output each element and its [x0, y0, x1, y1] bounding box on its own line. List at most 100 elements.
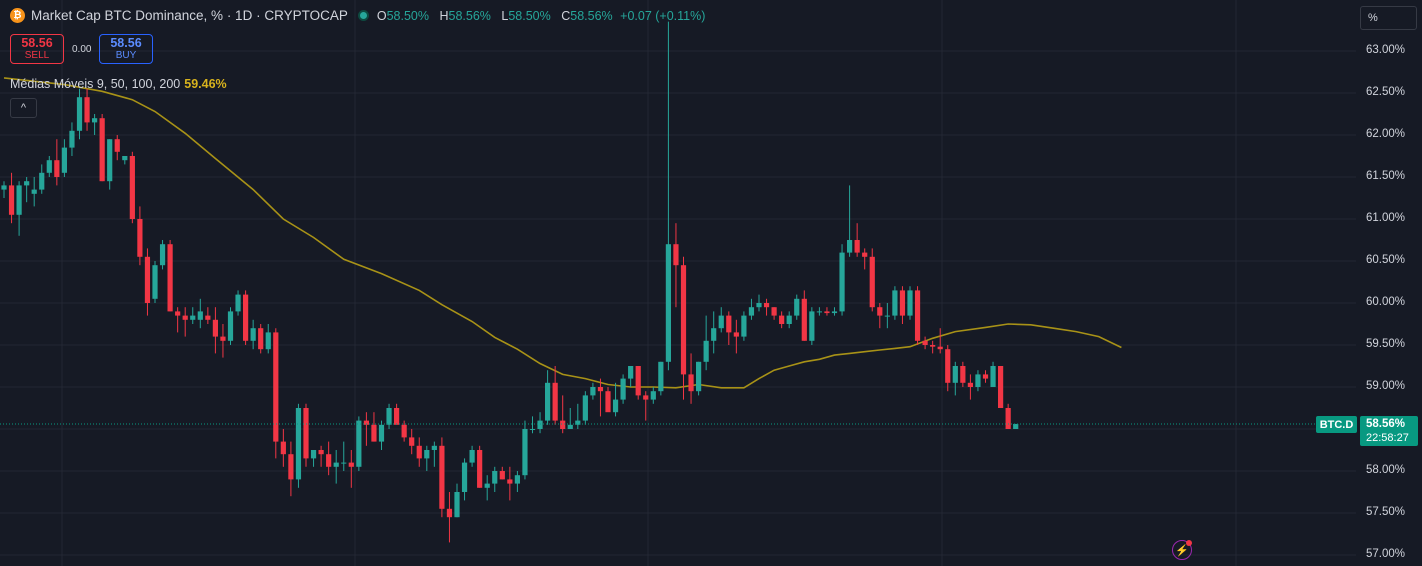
- candle-body: [575, 420, 581, 425]
- candle-body: [182, 315, 188, 320]
- candle-body: [771, 307, 777, 316]
- candle-body: [998, 366, 1004, 408]
- candle-body: [46, 160, 52, 173]
- candle-body: [265, 332, 271, 350]
- price-axis-label: 61.00%: [1366, 212, 1406, 224]
- buy-label: BUY: [115, 50, 137, 61]
- candle-body: [763, 303, 770, 308]
- candle-body: [76, 97, 83, 131]
- candle-body: [945, 349, 951, 383]
- candle-body: [273, 332, 279, 442]
- candle-body: [129, 156, 135, 219]
- candle-body: [220, 336, 226, 341]
- candle-body: [144, 256, 151, 303]
- candle-body: [54, 160, 60, 177]
- candle-body: [930, 345, 936, 347]
- price-axis-label: 62.00%: [1366, 128, 1406, 140]
- candle-body: [431, 445, 437, 450]
- candle-body: [243, 294, 249, 341]
- candle-body: [69, 130, 75, 148]
- candle-body: [831, 311, 838, 314]
- candle-body: [461, 462, 468, 492]
- candle-body: [794, 298, 800, 316]
- candle-body: [650, 391, 656, 400]
- candle-body: [847, 240, 853, 253]
- market-status-icon[interactable]: [357, 10, 369, 21]
- candle-body: [205, 315, 211, 320]
- moving-average-legend[interactable]: Médias Móveis 9, 50, 100, 200 59.46%: [10, 77, 227, 91]
- candle-body: [899, 290, 906, 316]
- candle-body: [159, 244, 166, 266]
- candle-body: [552, 382, 558, 421]
- candle-body: [688, 374, 694, 392]
- candle-body: [1013, 423, 1019, 429]
- candle-body: [295, 408, 302, 480]
- candle-body: [492, 471, 498, 484]
- candle-body: [801, 298, 807, 341]
- candle-body: [605, 391, 611, 413]
- symbol-title[interactable]: Market Cap BTC Dominance, % · 1D · CRYPT…: [31, 8, 348, 23]
- last-price-tag: 58.56% 22:58:27: [1360, 416, 1418, 446]
- candle-body: [371, 424, 377, 442]
- chart-grid: [0, 0, 1356, 566]
- candle-body: [869, 256, 875, 308]
- candle-body: [952, 366, 958, 383]
- indicator-label: Médias Móveis 9, 50, 100, 200: [10, 77, 181, 91]
- candle-body: [114, 139, 120, 152]
- candle-body: [545, 382, 551, 421]
- candle-body: [854, 240, 860, 253]
- candle-body: [84, 97, 90, 123]
- candle-body: [665, 244, 671, 362]
- candle-body: [922, 340, 928, 345]
- lightning-icon[interactable]: ⚡: [1172, 540, 1192, 560]
- candle-body: [967, 382, 973, 387]
- buy-price: 58.56: [110, 36, 142, 50]
- percent-scale-button[interactable]: %: [1360, 6, 1417, 30]
- candle-body: [658, 361, 664, 392]
- price-axis-label: 59.50%: [1366, 338, 1406, 350]
- candle-body: [756, 303, 762, 308]
- last-price-value: 58.56%: [1366, 418, 1406, 430]
- candle-body: [333, 462, 339, 467]
- candle-body: [137, 219, 143, 257]
- candle-body: [597, 387, 604, 392]
- candle-body: [748, 307, 755, 316]
- candle-body: [522, 429, 528, 476]
- candle-body: [982, 374, 989, 379]
- candle-body: [1, 185, 7, 190]
- candle-body: [975, 374, 981, 387]
- candle-body: [99, 118, 105, 182]
- candle-body: [24, 181, 30, 186]
- buy-button[interactable]: 58.56 BUY: [99, 34, 153, 64]
- candle-body: [439, 445, 445, 509]
- candle-body: [628, 366, 634, 379]
- candle-body: [152, 265, 158, 299]
- price-axis-label: 59.00%: [1366, 380, 1406, 392]
- candle-body: [401, 424, 407, 438]
- candle-body: [122, 156, 128, 161]
- spread-value: 0.00: [72, 44, 92, 55]
- candle-body: [39, 172, 45, 190]
- change-value: +0.07 (+0.11%): [620, 8, 706, 23]
- low-value: 58.50%: [508, 8, 551, 23]
- candle-body: [484, 483, 490, 488]
- candle-body: [416, 445, 422, 459]
- candle-body: [235, 294, 241, 312]
- high-value: 58.56%: [448, 8, 491, 23]
- candle-body: [824, 311, 830, 314]
- candle-body: [733, 332, 739, 337]
- collapse-indicators-button[interactable]: ^: [10, 98, 37, 118]
- candle-body: [378, 424, 385, 442]
- candle-body: [175, 311, 181, 316]
- candle-body: [326, 454, 332, 467]
- candle-body: [197, 311, 203, 320]
- candle-body: [303, 408, 309, 459]
- candle-body: [582, 395, 588, 421]
- candle-body: [816, 311, 822, 313]
- candle-body: [227, 311, 234, 341]
- price-axis-label: 57.00%: [1366, 548, 1406, 560]
- candle-body: [477, 450, 483, 488]
- sell-button[interactable]: 58.56 SELL: [10, 34, 64, 64]
- price-axis-label: 63.00%: [1366, 44, 1406, 56]
